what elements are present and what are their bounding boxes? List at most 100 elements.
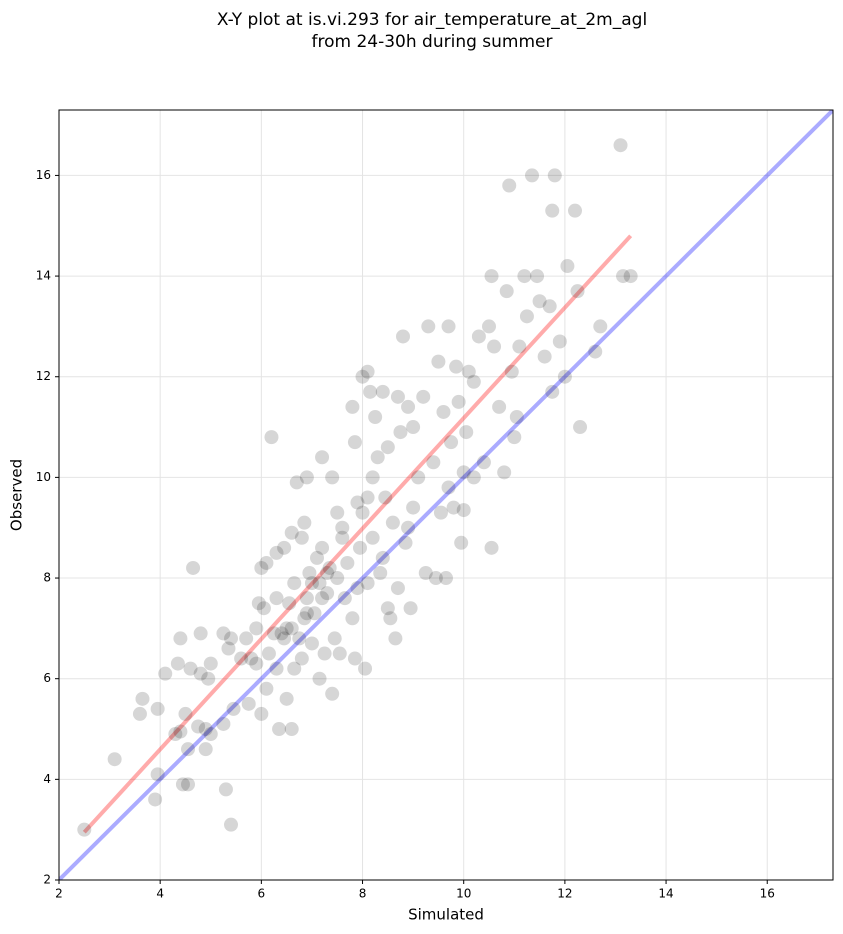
scatter-point <box>191 719 206 734</box>
scatter-point <box>322 560 337 575</box>
scatter-point <box>530 269 545 284</box>
scatter-point <box>244 651 259 666</box>
scatter-point <box>428 571 443 586</box>
scatter-point <box>315 540 330 555</box>
scatter-point <box>393 425 408 440</box>
scatter-point <box>198 742 213 757</box>
scatter-point <box>509 409 524 424</box>
scatter-point <box>198 722 213 737</box>
scatter-point <box>107 752 122 767</box>
scatter-point <box>241 696 256 711</box>
scatter-point <box>347 435 362 450</box>
scatter-point <box>135 691 150 706</box>
scatter-point <box>525 168 539 183</box>
scatter-point <box>304 576 319 591</box>
scatter-point <box>487 339 502 354</box>
plot-frame <box>58 109 834 881</box>
scatter-point <box>181 742 195 757</box>
scatter-point <box>537 349 552 364</box>
scatter-point <box>482 319 496 334</box>
scatter-point <box>226 701 241 716</box>
scatter-point <box>499 284 514 299</box>
x-tick-label: 2 <box>55 887 63 901</box>
scatter-point <box>340 555 355 570</box>
scatter-point <box>365 470 380 485</box>
scatter-point <box>256 601 271 616</box>
y-tick-label: 16 <box>36 168 51 182</box>
scatter-point <box>545 203 560 218</box>
scatter-point <box>370 450 385 465</box>
scatter-point <box>327 631 342 646</box>
scatter-point <box>335 530 350 545</box>
scatter-point <box>186 560 201 575</box>
scatter-point <box>221 641 236 656</box>
x-tick-label: 12 <box>557 887 572 901</box>
scatter-point <box>373 566 388 581</box>
scatter-point <box>380 440 395 455</box>
scatter-point <box>398 535 413 550</box>
scatter-point <box>466 374 481 389</box>
scatter-point <box>353 540 367 555</box>
scatter-point <box>431 354 446 369</box>
scatter-point <box>446 500 461 515</box>
scatter-point <box>269 591 284 606</box>
y-tick-label: 6 <box>43 671 51 685</box>
scatter-point <box>492 399 507 414</box>
scatter-point <box>269 661 284 676</box>
scatter-point <box>401 399 416 414</box>
scatter-point <box>312 671 327 686</box>
scatter-point <box>403 601 418 616</box>
scatter-point <box>261 646 276 661</box>
scatter-point <box>181 777 195 792</box>
scatter-point <box>439 571 453 586</box>
scatter-point <box>454 535 469 550</box>
scatter-point <box>254 706 269 721</box>
scatter-point <box>249 656 264 671</box>
scatter-point <box>310 550 324 565</box>
scatter-point <box>476 455 491 470</box>
scatter-point <box>299 606 314 621</box>
scatter-point <box>350 495 365 510</box>
scatter-point <box>347 651 362 666</box>
scatter-point <box>279 691 294 706</box>
scatter-point <box>277 540 292 555</box>
scatter-point <box>304 636 319 651</box>
scatter-point <box>497 465 512 480</box>
scatter-point <box>173 631 188 646</box>
scatter-point <box>254 560 269 575</box>
scatter-point <box>299 591 314 606</box>
x-tick-label: 8 <box>359 887 367 901</box>
scatter-point <box>203 727 218 742</box>
scatter-point <box>360 576 375 591</box>
scatter-point <box>484 269 499 284</box>
scatter-point <box>360 364 375 379</box>
scatter-point <box>365 530 380 545</box>
scatter-point <box>593 319 608 334</box>
scatter-point <box>224 631 238 646</box>
scatter-point <box>320 566 335 581</box>
scatter-point <box>385 515 400 530</box>
scatter-point <box>449 359 464 374</box>
scatter-point <box>292 631 307 646</box>
scatter-point <box>317 646 332 661</box>
y-tick-label: 8 <box>43 571 51 585</box>
scatter-point <box>267 626 281 641</box>
scatter-point <box>416 389 431 404</box>
scatter-point <box>418 566 433 581</box>
scatter-point <box>168 727 183 742</box>
scatter-point <box>459 425 474 440</box>
scatter-point <box>441 480 456 495</box>
y-tick-label: 2 <box>43 873 51 887</box>
scatter-point <box>471 329 486 344</box>
scatter-point <box>502 178 517 193</box>
scatter-point <box>224 817 238 832</box>
scatter-point <box>175 777 190 792</box>
scatter-point <box>484 540 499 555</box>
scatter-point <box>183 661 198 676</box>
scatter-point <box>588 344 603 359</box>
scatter-point <box>396 329 410 344</box>
scatter-point <box>330 505 345 520</box>
scatter-point <box>294 651 309 666</box>
scatter-point <box>325 470 340 485</box>
scatter-point <box>557 369 572 384</box>
